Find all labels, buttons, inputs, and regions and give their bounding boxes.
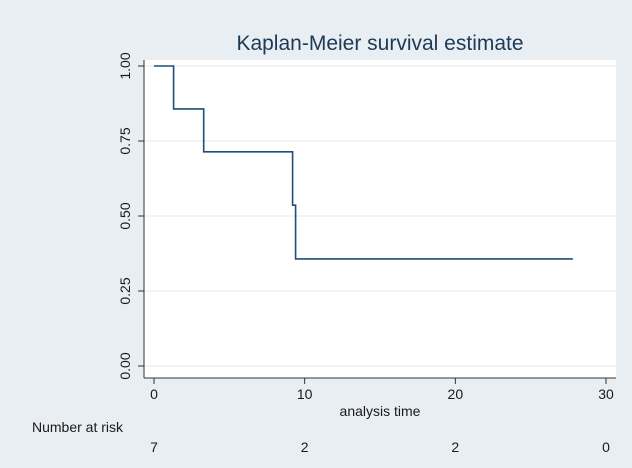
y-tick-label: 1.00 (117, 52, 133, 79)
y-tick-label: 0.50 (117, 202, 133, 229)
x-tick-label: 20 (448, 386, 464, 402)
x-tick-label: 10 (297, 386, 313, 402)
survival-step-line (154, 65, 573, 260)
number-at-risk-value: 7 (150, 439, 158, 455)
chart-title: Kaplan-Meier survival estimate (236, 32, 523, 55)
y-tick-label: 0.00 (117, 352, 133, 379)
plot-area (144, 60, 616, 378)
number-at-risk-value: 2 (451, 439, 459, 455)
y-tick-label: 0.75 (117, 127, 133, 154)
x-tick-label: 30 (598, 386, 614, 402)
x-tick-label: 0 (150, 386, 158, 402)
x-axis-label: analysis time (340, 403, 421, 419)
y-tick-label: 0.25 (117, 277, 133, 304)
number-at-risk-row: 7 2 2 0 (150, 439, 610, 455)
series-layer (154, 65, 573, 260)
number-at-risk-value: 0 (602, 439, 610, 455)
axis-layer: 0.00 0.25 0.50 0.75 1.00 0 10 20 30 (117, 52, 616, 402)
number-at-risk-value: 2 (301, 439, 309, 455)
number-at-risk-label: Number at risk (32, 419, 124, 435)
grid-layer (144, 65, 616, 367)
